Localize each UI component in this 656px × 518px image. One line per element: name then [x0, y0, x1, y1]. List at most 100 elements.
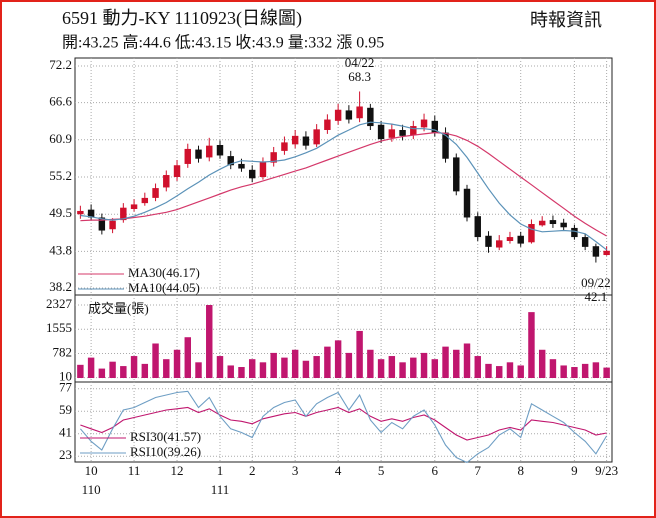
y-tick-label: 38.2 — [49, 279, 72, 294]
candle-body — [496, 240, 503, 248]
candle-body — [238, 163, 245, 169]
candle-body — [463, 188, 471, 218]
volume-bar — [496, 366, 503, 378]
ma-line — [80, 131, 607, 237]
candle-body — [538, 220, 546, 226]
volume-bar — [474, 356, 481, 378]
volume-bar — [463, 343, 471, 378]
x-tick-label: 9/23 — [595, 463, 618, 478]
legend-label: RSI10(39.26) — [130, 444, 201, 459]
x-tick-label: 9 — [571, 463, 578, 478]
candle-body — [152, 188, 159, 198]
volume-bar — [152, 343, 159, 378]
x-tick-label: 2 — [249, 463, 256, 478]
x-tick-label: 1 — [217, 463, 224, 478]
candle-body — [560, 222, 567, 228]
candle-body — [399, 129, 406, 136]
candle-body — [324, 119, 331, 130]
volume-bar — [141, 363, 149, 378]
candle-body — [528, 224, 535, 243]
candle-body — [216, 145, 224, 156]
candle-body — [581, 237, 589, 247]
candle-body — [571, 227, 578, 238]
volume-bar — [442, 346, 449, 378]
candle-body — [291, 135, 299, 145]
volume-bar — [206, 305, 213, 378]
candle-body — [388, 129, 396, 138]
candle-body — [120, 207, 127, 221]
candle-body — [163, 175, 170, 188]
volume-bar — [560, 365, 567, 378]
candle-body — [302, 136, 310, 146]
volume-bar — [173, 349, 181, 378]
y-tick-label: 1555 — [46, 320, 72, 335]
volume-bar — [388, 356, 396, 378]
volume-bar — [592, 362, 600, 378]
candle-body — [248, 169, 256, 179]
volume-bar — [313, 356, 320, 378]
volume-bar — [549, 359, 557, 378]
year-label: 110 — [82, 482, 101, 497]
y-tick-label: 77 — [59, 380, 73, 395]
candle-body — [77, 210, 84, 215]
x-tick-label: 11 — [128, 463, 141, 478]
volume-bar — [528, 312, 535, 378]
candle-body — [377, 124, 385, 140]
y-tick-label: 10 — [59, 369, 72, 384]
volume-bar — [420, 352, 428, 378]
title: 6591 動力-KY 1110923(日線圖) — [62, 8, 302, 29]
volume-bar — [248, 359, 256, 378]
candle-body — [87, 209, 95, 218]
volume-bar — [130, 356, 138, 378]
x-tick-label: 8 — [517, 463, 524, 478]
y-tick-label: 2327 — [46, 296, 73, 311]
candle-body — [345, 110, 353, 120]
candle-body — [420, 119, 428, 128]
annotation-value: 68.3 — [348, 69, 371, 84]
volume-bar — [431, 359, 439, 378]
quote: 開:43.25 高:44.6 低:43.15 收:43.9 量:332 漲 0.… — [62, 34, 384, 52]
annotation-date: 04/22 — [345, 55, 375, 70]
volume-bar — [603, 367, 610, 378]
candle-body — [313, 129, 320, 145]
candle-body — [549, 220, 557, 225]
rsi-line — [79, 390, 608, 464]
candle-body — [206, 145, 213, 158]
y-tick-label: 41 — [59, 425, 72, 440]
volume-bar — [345, 352, 353, 378]
y-tick-label: 23 — [59, 447, 72, 462]
candle-body — [506, 237, 514, 241]
year-label: 111 — [211, 482, 230, 497]
candle-body — [485, 235, 492, 247]
volume-bar — [216, 356, 224, 378]
volume-bar — [453, 349, 460, 378]
annotation-value: 42.1 — [585, 289, 608, 304]
volume-bar — [377, 359, 385, 378]
candle-body — [173, 165, 181, 177]
annotation-date: 09/22 — [581, 275, 611, 290]
candle-body — [184, 148, 191, 164]
volume-bar — [120, 366, 127, 378]
volume-bar — [581, 363, 589, 378]
y-tick-label: 55.2 — [49, 168, 72, 183]
volume-bar — [98, 368, 106, 378]
candle-body — [109, 220, 116, 230]
volume-bar — [538, 349, 546, 378]
legend-label: MA30(46.17) — [128, 265, 200, 280]
rsi-line — [80, 406, 607, 441]
y-tick-label: 782 — [53, 344, 73, 359]
candle-body — [356, 106, 363, 119]
candle-body — [227, 156, 234, 166]
volume-bar — [399, 362, 406, 378]
volume-bar — [163, 359, 170, 378]
volume-bar — [77, 364, 84, 378]
candle-body — [474, 216, 481, 238]
volume-title: 成交量(張) — [88, 301, 149, 316]
candle-body — [334, 109, 342, 121]
volume-bar — [259, 362, 267, 378]
volume-bar — [367, 349, 374, 378]
candle-body — [281, 142, 288, 151]
volume-bar — [356, 330, 363, 378]
volume-bar — [291, 349, 299, 378]
